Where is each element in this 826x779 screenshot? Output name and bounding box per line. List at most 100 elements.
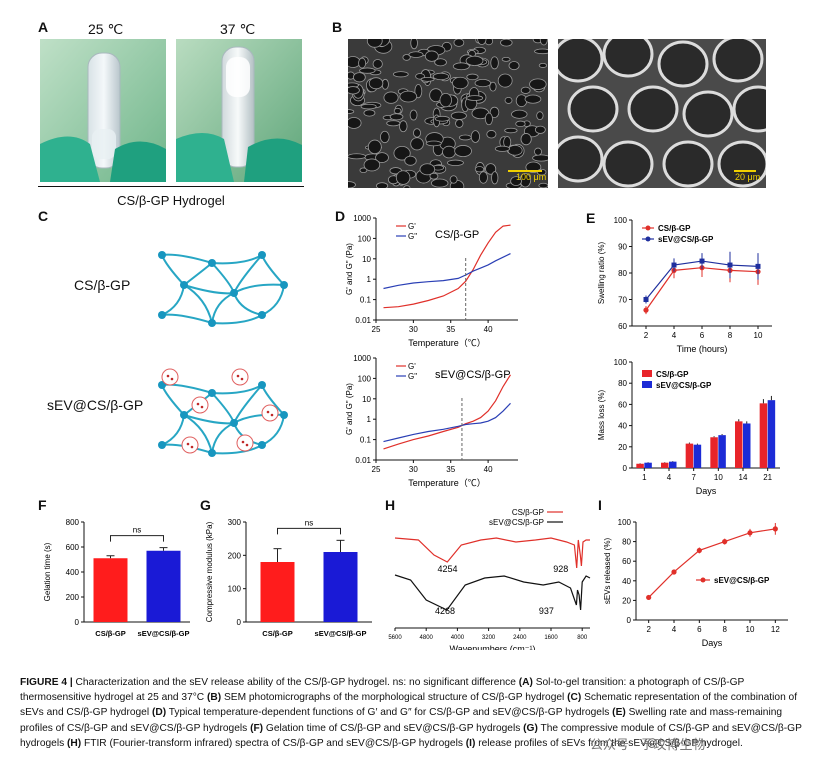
- sem-cell: [712, 39, 764, 83]
- y-tick-label: 200: [66, 593, 80, 602]
- x-tick-label: 5600: [388, 635, 402, 641]
- sem-pore: [403, 185, 411, 188]
- vesicle: [261, 404, 279, 422]
- legend-marker: [700, 577, 706, 583]
- y-tick-label: 600: [66, 543, 80, 552]
- sem-pore: [348, 181, 356, 188]
- network-node: [280, 411, 288, 419]
- bar: [661, 462, 669, 468]
- vesicle-cargo: [245, 443, 249, 447]
- sem-pore: [410, 39, 418, 50]
- caption-text: Gelation time of CS/β-GP and sEV@CS/β-GP…: [263, 722, 524, 734]
- vesicle-cargo: [270, 413, 274, 417]
- peak-annotation: 937: [539, 606, 554, 616]
- x-axis-label: Days: [702, 638, 723, 648]
- temp-25-label: 25 ℃: [88, 21, 124, 37]
- sem-pore: [363, 158, 381, 172]
- vesicle-cargo: [186, 442, 190, 446]
- y-tick-label: 400: [66, 568, 80, 577]
- sem-pore: [500, 39, 513, 47]
- network-strand: [233, 292, 263, 316]
- sem-pore: [534, 147, 543, 156]
- network-strand: [211, 384, 263, 395]
- bar: [323, 552, 358, 622]
- sem-pore: [466, 95, 484, 101]
- sem-pore: [442, 145, 456, 159]
- data-point: [671, 569, 677, 575]
- bar: [767, 400, 776, 468]
- scale-bar-20um: 20 μm: [735, 172, 761, 182]
- y-tick-label: 1: [367, 275, 372, 284]
- sem-pore: [510, 176, 522, 187]
- x-tick-label: 14: [739, 473, 748, 482]
- x-tick-label: 10: [754, 331, 763, 340]
- vesicle-cargo: [236, 374, 240, 378]
- sem-cell: [682, 90, 734, 138]
- y-tick-label: 1: [367, 415, 372, 424]
- caption-ref: (E): [612, 707, 626, 719]
- chart-f-gelation: 0 200 400 600 800 Gelation time (s) CS/β-GP sEV…: [43, 518, 190, 638]
- caption-ref: (I): [465, 737, 476, 749]
- sem-pore: [452, 62, 470, 71]
- y-axis-label: G' and G" (Pa): [345, 383, 354, 435]
- panel-label-e: E: [586, 210, 596, 226]
- caption-text: Schematic representation of the combinat…: [20, 692, 798, 719]
- y-tick-label: 10: [362, 395, 371, 404]
- y-tick-label: 0: [75, 618, 80, 627]
- sem-pore: [399, 120, 408, 133]
- chart-title: sEV@CS/β-GP: [435, 369, 511, 381]
- category-label: CS/β-GP: [95, 629, 125, 638]
- scale-bar-100um: 100 μm: [516, 172, 547, 182]
- legend-label: sEV@CS/β-GP: [658, 235, 714, 244]
- bar: [669, 461, 677, 468]
- legend-label: sEV@CS/β-GP: [714, 576, 770, 585]
- legend-label: G': [408, 222, 416, 231]
- network-strand: [161, 254, 185, 286]
- spectrum-line: [394, 574, 591, 611]
- y-tick-label: 200: [228, 551, 242, 560]
- sem-pore: [348, 109, 355, 115]
- network-strand: [211, 422, 235, 454]
- y-tick-label: 0.01: [355, 456, 371, 465]
- network-strand: [161, 253, 213, 264]
- caption-ref: (A): [518, 677, 533, 688]
- network-node: [258, 251, 266, 259]
- sem-pore: [395, 170, 411, 185]
- x-tick-label: 35: [446, 465, 455, 474]
- data-point: [643, 307, 649, 313]
- y-axis-label: Mass loss (%): [597, 390, 606, 441]
- x-tick-label: 40: [484, 325, 493, 334]
- sem-scale-bar: [734, 170, 756, 172]
- sem-pore: [534, 48, 548, 55]
- sem-image-high-mag: 20 μm: [558, 39, 766, 188]
- sem-pore: [470, 130, 480, 143]
- caption-ref: (H): [67, 737, 82, 749]
- sem-pore: [508, 61, 520, 71]
- network-node: [258, 311, 266, 319]
- network-strand: [161, 384, 185, 416]
- sem-pore: [379, 130, 390, 144]
- sem-pore: [389, 113, 404, 121]
- sem-pore: [432, 72, 450, 81]
- network-node: [230, 419, 238, 427]
- legend-label: CS/β-GP: [512, 508, 544, 517]
- x-tick-label: 8: [728, 331, 733, 340]
- legend-label: sEV@CS/β-GP: [489, 518, 544, 527]
- y-axis-label: Swelling ratio (%): [597, 242, 606, 305]
- caption-text: release profiles of sEVs from the sEV@CS…: [475, 737, 743, 749]
- sem-cell: [717, 140, 766, 188]
- x-tick-label: 25: [372, 325, 381, 334]
- x-tick-label: 40: [484, 465, 493, 474]
- x-tick-label: 1600: [544, 635, 558, 641]
- x-tick-label: 2: [646, 625, 651, 634]
- legend-swatch: [642, 370, 652, 377]
- sem-pore: [504, 127, 518, 134]
- y-tick-label: 90: [618, 243, 627, 252]
- network-node: [208, 449, 216, 457]
- sem-pore: [425, 140, 442, 147]
- sem-pore: [358, 57, 367, 69]
- network-strand: [261, 284, 285, 316]
- legend-label: G": [408, 232, 417, 241]
- y-tick-label: 100: [358, 374, 372, 383]
- x-tick-label: 10: [714, 473, 723, 482]
